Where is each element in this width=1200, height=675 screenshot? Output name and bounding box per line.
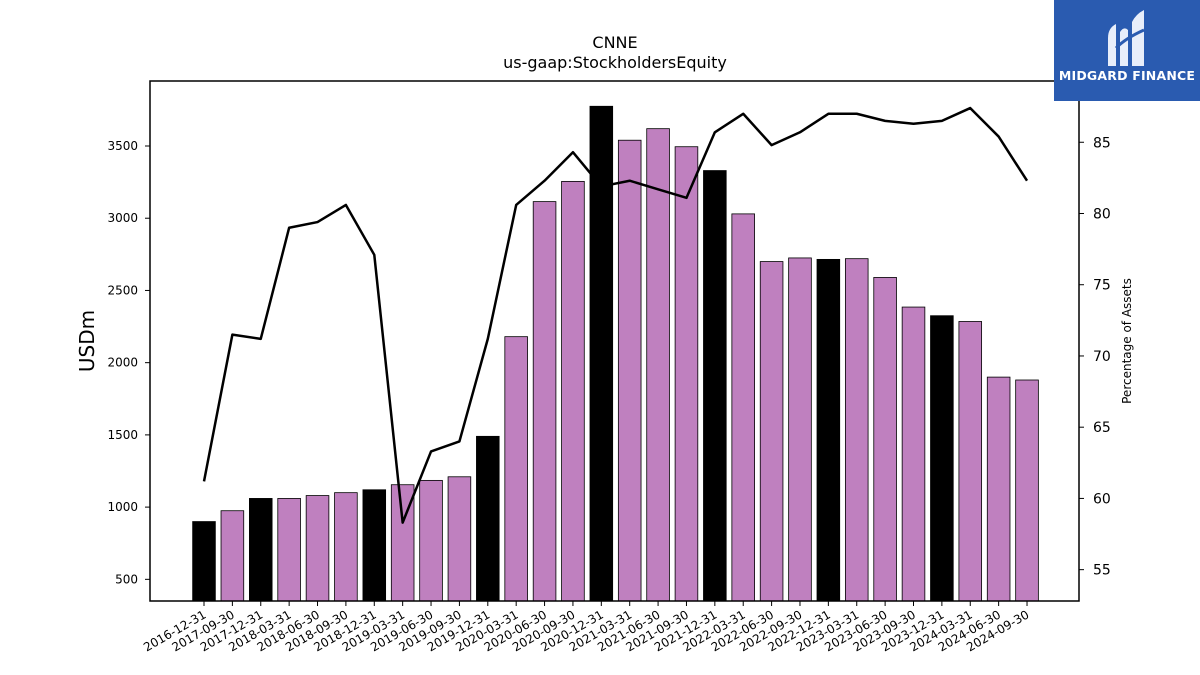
y-axis-label: USDm <box>75 310 99 372</box>
bar-group <box>192 105 1039 602</box>
x-axis: 2016-12-312017-09-302017-12-312018-03-31… <box>141 601 1032 654</box>
bar-2016-12-31 <box>192 521 216 602</box>
bar-2019-09-30 <box>447 476 472 602</box>
chart-subtitle: us-gaap:StockholdersEquity <box>503 53 727 72</box>
bar-2019-12-31 <box>476 435 500 602</box>
bar-2021-12-31 <box>703 170 727 602</box>
bar-2018-12-31 <box>362 489 387 602</box>
y2-tick-label: 60 <box>1093 491 1111 507</box>
percentage-line <box>202 106 1029 524</box>
bar-2020-06-30 <box>532 201 557 602</box>
bar-2020-12-31 <box>589 105 614 602</box>
y2-axis-label: Percentage of Assets <box>1120 278 1134 404</box>
y-tick-label: 1000 <box>107 500 138 514</box>
bar-2023-09-30 <box>901 306 926 602</box>
bar-2022-03-31 <box>731 213 755 602</box>
bar-2017-09-30 <box>220 510 245 602</box>
bar-2023-06-30 <box>873 277 897 602</box>
midgard-finance-logo: MIDGARD FINANCE <box>1054 0 1200 101</box>
y2-axis: 55 60 65 70 75 80 85 <box>1079 135 1111 579</box>
bar-2021-09-30 <box>674 146 699 602</box>
y-tick-label: 2000 <box>107 356 138 370</box>
bar-2024-03-31 <box>958 321 983 602</box>
y2-tick-label: 70 <box>1093 349 1111 365</box>
y2-tick-label: 55 <box>1093 563 1111 579</box>
bar-2024-09-30 <box>1015 379 1039 602</box>
bar-2023-12-31 <box>930 315 954 602</box>
bar-2020-09-30 <box>561 180 585 602</box>
logo-mark-icon <box>1108 10 1145 66</box>
y-tick-label: 1500 <box>107 428 138 442</box>
bar-2022-12-31 <box>816 258 841 602</box>
bar-2019-06-30 <box>419 479 443 602</box>
bar-2023-03-31 <box>844 258 869 602</box>
y2-tick-label: 80 <box>1093 206 1111 222</box>
y2-tick-label: 65 <box>1093 420 1111 436</box>
y-axis: 500 1000 1500 2000 2500 3000 3500 <box>107 139 150 586</box>
bar-2018-06-30 <box>305 495 330 602</box>
y-tick-label: 2500 <box>107 283 138 297</box>
bar-2018-09-30 <box>334 492 358 602</box>
bar-2020-03-31 <box>504 336 528 602</box>
y-tick-label: 3000 <box>107 211 138 225</box>
logo-text: MIDGARD FINANCE <box>1058 68 1196 83</box>
bar-2021-06-30 <box>646 128 670 602</box>
bar-2017-12-31 <box>249 498 273 602</box>
bar-2022-09-30 <box>788 257 812 602</box>
bar-2018-03-31 <box>277 498 301 602</box>
bar-2022-06-30 <box>759 261 784 602</box>
bar-2024-06-30 <box>986 376 1011 602</box>
line-group <box>202 106 1029 524</box>
chart-title: CNNE <box>592 33 637 52</box>
y2-tick-label: 75 <box>1093 278 1111 294</box>
y2-tick-label: 85 <box>1093 135 1111 151</box>
y-tick-label: 3500 <box>107 139 138 153</box>
plot-frame <box>149 80 1080 602</box>
bar-2021-03-31 <box>617 139 642 602</box>
y-tick-label: 500 <box>115 572 138 586</box>
